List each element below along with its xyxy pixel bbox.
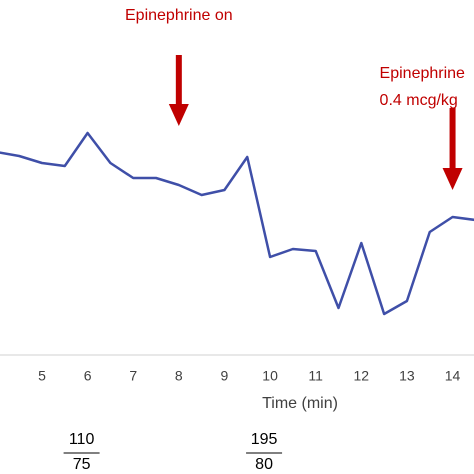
bp-systolic: 195 — [251, 431, 278, 448]
annotation-text: Epinephrine — [380, 65, 466, 82]
annotation-text: 0.4 mcg/kg — [380, 92, 458, 109]
bp-diastolic: 75 — [73, 456, 91, 473]
x-tick-label: 8 — [175, 368, 183, 384]
bp-systolic: 110 — [69, 431, 95, 448]
x-tick-label: 13 — [399, 368, 415, 384]
x-tick-label: 11 — [308, 368, 323, 384]
data-line — [0, 131, 474, 316]
arrow-head — [168, 104, 189, 126]
bp-diastolic: 80 — [255, 456, 273, 473]
arrow-head — [442, 168, 463, 190]
x-tick-label: 12 — [354, 368, 370, 384]
x-tick-label: 5 — [38, 368, 46, 384]
annotation-text: Epinephrine on — [125, 7, 233, 24]
x-tick-label: 6 — [84, 368, 92, 384]
x-tick-label: 10 — [262, 368, 278, 384]
x-tick-label: 14 — [445, 368, 461, 384]
x-tick-label: 9 — [221, 368, 229, 384]
x-axis-label: Time (min) — [262, 395, 338, 412]
x-tick-label: 7 — [129, 368, 137, 384]
